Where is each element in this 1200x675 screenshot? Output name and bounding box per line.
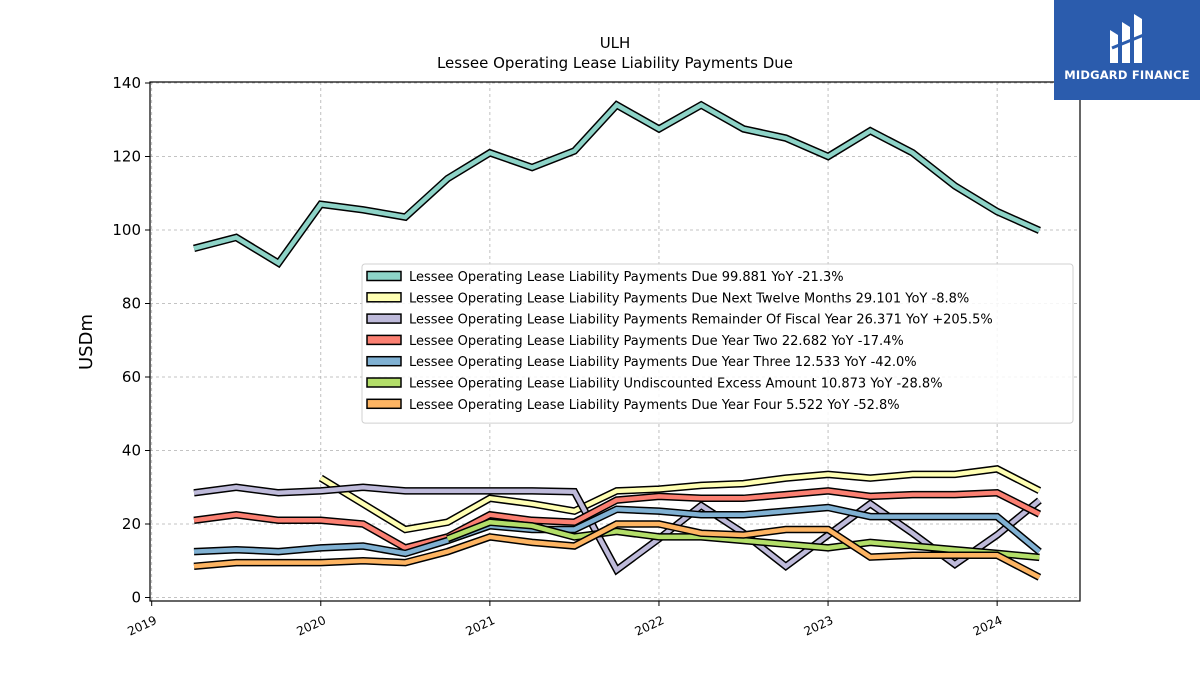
y-tick-label: 40 (122, 442, 141, 460)
legend-entry: Lessee Operating Lease Liability Payment… (409, 270, 844, 285)
legend-swatch (366, 270, 402, 282)
legend-entry: Lessee Operating Lease Liability Payment… (409, 398, 900, 413)
y-axis-label: USDm (76, 314, 97, 370)
legend-swatch (366, 292, 402, 303)
series-line (319, 466, 1041, 532)
x-tick-label: 2020 (294, 613, 328, 639)
legend-box (361, 263, 1074, 424)
y-tick-label: 100 (112, 221, 141, 239)
x-tick-label: 2024 (971, 613, 1005, 639)
legend-swatch (366, 355, 402, 367)
series-layer (193, 100, 1042, 581)
y-tick-label: 120 (112, 148, 141, 166)
x-tick-label: 2023 (802, 613, 836, 639)
plot-frame (149, 81, 1081, 602)
series-2 (318, 465, 1042, 534)
series-line (446, 519, 1040, 560)
series-line (193, 505, 1041, 556)
x-tick-label: 2019 (125, 613, 159, 639)
series-5 (193, 503, 1042, 558)
x-tick-label: 2021 (464, 613, 498, 639)
series-4 (193, 487, 1042, 552)
legend-entry: Lessee Operating Lease Liability Payment… (409, 291, 969, 306)
series-1 (193, 100, 1041, 269)
series-line (193, 485, 1041, 574)
y-tick-label: 0 (131, 589, 141, 607)
series-7 (193, 520, 1042, 581)
logo-mark-icon (1110, 14, 1147, 63)
legend: Lessee Operating Lease Liability Payment… (361, 263, 1074, 424)
y-tick-label: 20 (122, 515, 141, 533)
x-tick-label: 2022 (633, 613, 667, 639)
y-tick-label: 80 (122, 295, 141, 313)
series-6 (446, 518, 1040, 562)
series-line (193, 102, 1041, 267)
legend-swatch (366, 334, 402, 346)
y-tick-label: 140 (112, 74, 141, 92)
legend-entry: Lessee Operating Lease Liability Undisco… (409, 377, 943, 392)
logo-text: MIDGARD FINANCE (1064, 68, 1190, 82)
chart-title: ULH (600, 34, 631, 52)
series-line (193, 521, 1041, 580)
legend-entry: Lessee Operating Lease Liability Payment… (409, 334, 904, 349)
legend-entry: Lessee Operating Lease Liability Payment… (409, 313, 993, 328)
series-line (193, 488, 1041, 551)
legend-swatch (366, 313, 402, 324)
legend-swatch (366, 398, 402, 410)
chart-subtitle: Lessee Operating Lease Liability Payment… (437, 54, 793, 72)
legend-swatch (366, 377, 402, 388)
y-tick-label: 60 (122, 368, 141, 386)
series-3 (193, 483, 1042, 576)
brand-logo: MIDGARD FINANCE (1054, 0, 1200, 100)
legend-entry: Lessee Operating Lease Liability Payment… (409, 355, 917, 370)
